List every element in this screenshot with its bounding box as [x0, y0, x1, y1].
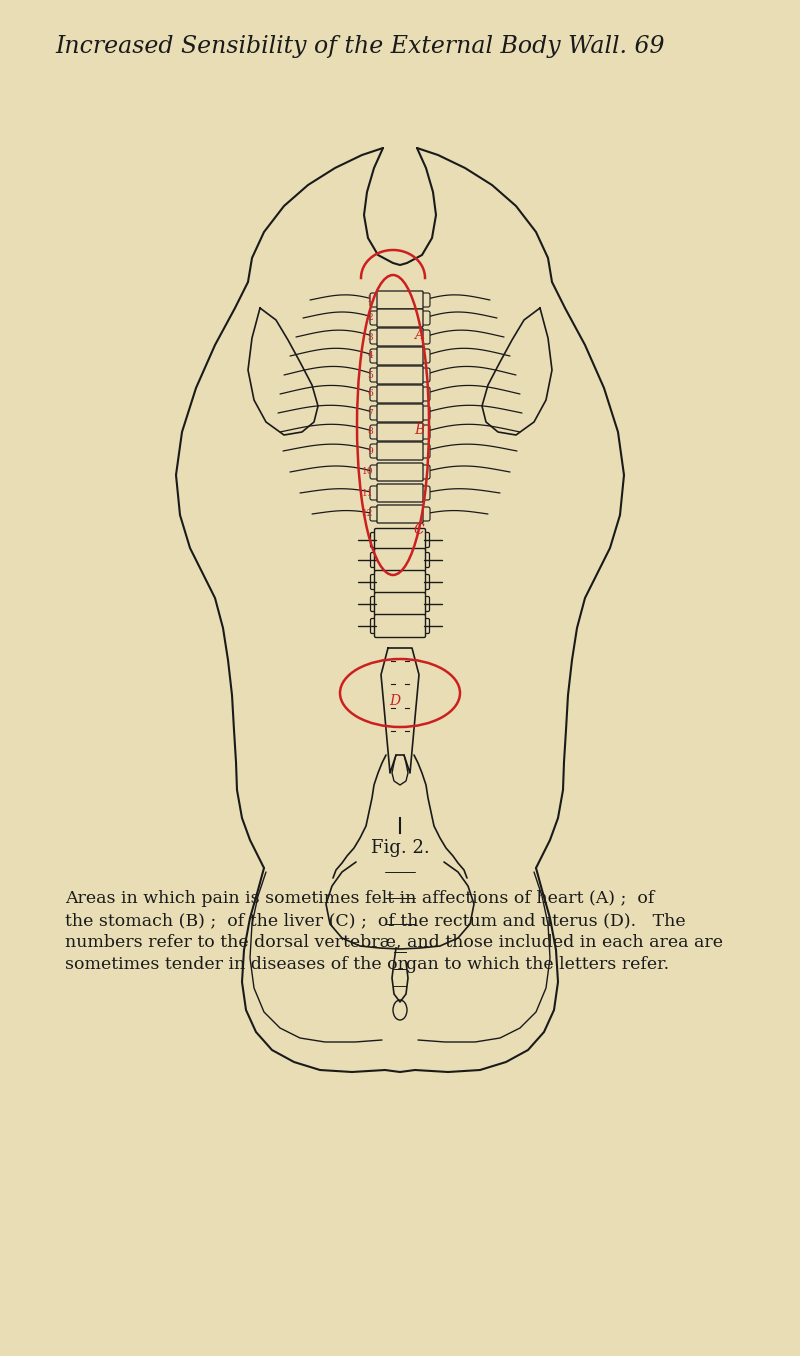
Text: 6: 6: [367, 389, 373, 399]
FancyBboxPatch shape: [377, 366, 423, 384]
FancyBboxPatch shape: [374, 529, 426, 552]
Text: the stomach (B) ;  of the liver (C) ;  of the rectum and uterus (D).   The: the stomach (B) ; of the liver (C) ; of …: [65, 913, 686, 929]
FancyBboxPatch shape: [377, 309, 423, 327]
FancyBboxPatch shape: [370, 597, 430, 612]
FancyBboxPatch shape: [370, 552, 430, 568]
FancyBboxPatch shape: [370, 533, 430, 548]
FancyBboxPatch shape: [370, 465, 430, 479]
FancyBboxPatch shape: [377, 347, 423, 365]
FancyBboxPatch shape: [377, 462, 423, 481]
Text: 10: 10: [362, 468, 373, 476]
FancyBboxPatch shape: [377, 423, 423, 441]
FancyBboxPatch shape: [377, 328, 423, 346]
FancyBboxPatch shape: [377, 292, 423, 309]
Text: A: A: [414, 328, 424, 342]
Text: 9: 9: [367, 446, 373, 456]
FancyBboxPatch shape: [377, 442, 423, 460]
FancyBboxPatch shape: [377, 404, 423, 422]
Text: 4: 4: [367, 351, 373, 361]
FancyBboxPatch shape: [370, 405, 430, 420]
FancyBboxPatch shape: [370, 485, 430, 500]
FancyBboxPatch shape: [374, 593, 426, 616]
FancyBboxPatch shape: [370, 424, 430, 439]
FancyBboxPatch shape: [377, 504, 423, 523]
FancyBboxPatch shape: [377, 385, 423, 403]
Text: D: D: [390, 694, 401, 708]
FancyBboxPatch shape: [370, 618, 430, 633]
Text: 5: 5: [367, 370, 373, 380]
Text: B: B: [414, 423, 424, 437]
Text: C: C: [414, 523, 424, 537]
Text: Increased Sensibility of the External Body Wall. 69: Increased Sensibility of the External Bo…: [55, 35, 665, 58]
FancyBboxPatch shape: [370, 311, 430, 325]
Text: 7: 7: [367, 408, 373, 418]
Text: 8: 8: [367, 427, 373, 437]
Text: numbers refer to the dorsal vertebræ, and those included in each area are: numbers refer to the dorsal vertebræ, an…: [65, 934, 723, 951]
Text: sometimes tender in diseases of the organ to which the letters refer.: sometimes tender in diseases of the orga…: [65, 956, 669, 974]
Text: 12: 12: [362, 510, 373, 518]
FancyBboxPatch shape: [370, 293, 430, 306]
FancyBboxPatch shape: [370, 507, 430, 521]
FancyBboxPatch shape: [370, 443, 430, 458]
Text: 3: 3: [367, 332, 373, 342]
Text: 1: 1: [367, 296, 373, 305]
FancyBboxPatch shape: [370, 367, 430, 382]
FancyBboxPatch shape: [374, 614, 426, 637]
Text: Fig. 2.: Fig. 2.: [370, 839, 430, 857]
Text: 11: 11: [362, 488, 373, 498]
FancyBboxPatch shape: [374, 571, 426, 594]
FancyBboxPatch shape: [370, 330, 430, 344]
FancyBboxPatch shape: [374, 548, 426, 571]
FancyBboxPatch shape: [377, 484, 423, 502]
Text: 2: 2: [367, 313, 373, 323]
FancyBboxPatch shape: [370, 575, 430, 590]
FancyBboxPatch shape: [370, 386, 430, 401]
Text: Areas in which pain is sometimes felt in affections of heart (A) ;  of: Areas in which pain is sometimes felt in…: [65, 890, 654, 907]
FancyBboxPatch shape: [370, 348, 430, 363]
